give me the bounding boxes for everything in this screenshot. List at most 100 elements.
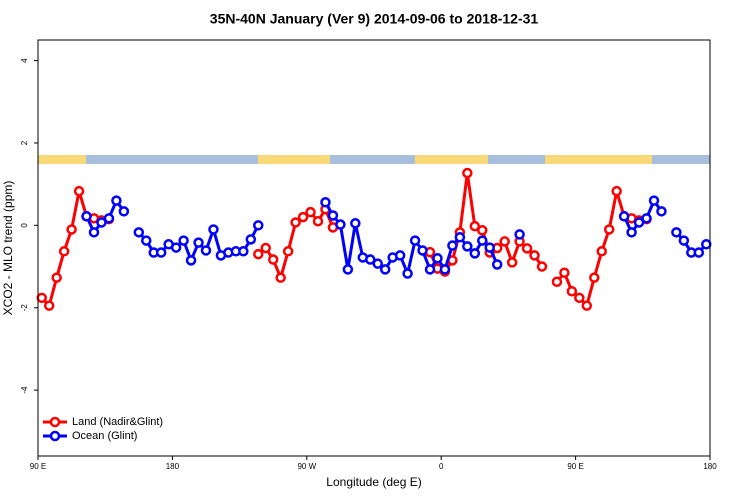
data-point — [514, 229, 525, 240]
data-point — [111, 195, 122, 206]
data-point — [521, 243, 533, 254]
data-point — [282, 246, 294, 257]
data-point — [342, 264, 354, 275]
land-strip — [545, 155, 652, 164]
y-tick-label: -4 — [20, 386, 29, 394]
data-point — [618, 211, 630, 222]
data-point — [238, 246, 249, 257]
land-strip — [415, 155, 488, 164]
data-point — [245, 234, 257, 245]
data-point — [133, 227, 145, 238]
data-point — [484, 242, 495, 253]
data-point — [671, 227, 682, 238]
legend-label: Land (Nadir&Glint) — [72, 416, 163, 428]
data-point — [566, 285, 578, 297]
plot — [36, 167, 712, 311]
data-point — [424, 264, 436, 275]
data-point — [260, 242, 271, 254]
data-point — [394, 250, 406, 261]
data-point — [678, 235, 690, 246]
data-point — [66, 224, 77, 235]
data-point — [559, 267, 570, 278]
data-point — [693, 247, 705, 258]
data-point — [193, 237, 204, 248]
data-point — [648, 195, 660, 206]
chart-title: 35N-40N January (Ver 9) 2014-09-06 to 20… — [210, 11, 539, 27]
data-point — [506, 257, 518, 268]
x-axis-label: Longitude (deg E) — [326, 475, 421, 489]
data-point — [81, 211, 92, 222]
data-point — [275, 272, 286, 283]
y-axis-label: XCO2 - MLO trend (ppm) — [1, 181, 15, 316]
legend-box — [40, 412, 186, 448]
x-tick-label: 180 — [703, 462, 717, 471]
data-point — [701, 239, 712, 250]
y-tick-label: 2 — [20, 140, 29, 145]
ocean-strip — [38, 155, 710, 164]
data-point — [432, 253, 443, 264]
data-point — [305, 206, 316, 218]
data-point — [350, 218, 361, 229]
data-point — [551, 276, 563, 288]
data-point — [611, 185, 622, 197]
data-point — [372, 258, 383, 269]
data-point — [499, 236, 510, 247]
data-point — [402, 268, 413, 279]
data-point — [439, 264, 451, 275]
series-line — [428, 171, 544, 273]
legend-marker — [49, 416, 61, 428]
data-point — [447, 240, 458, 251]
data-point — [477, 225, 488, 236]
data-point — [462, 241, 473, 252]
plot-frame — [37, 39, 711, 457]
data-point — [155, 247, 167, 258]
data-point — [626, 227, 637, 238]
map-strip — [38, 155, 710, 164]
data-point — [656, 206, 667, 217]
data-point — [141, 235, 152, 246]
data-point — [641, 213, 652, 224]
data-point — [589, 272, 600, 283]
data-point — [581, 300, 593, 311]
data-point — [574, 292, 585, 304]
data-point — [200, 245, 212, 256]
x-tick-label: 180 — [166, 462, 180, 471]
legend-label: Ocean (Glint) — [72, 430, 137, 442]
data-point — [603, 224, 615, 235]
data-point — [267, 254, 279, 265]
data-point — [297, 211, 309, 223]
x-tick-label: 90 E — [567, 462, 583, 471]
data-point — [379, 264, 391, 275]
data-point — [417, 245, 428, 256]
data-point — [327, 210, 339, 221]
land-strip — [38, 155, 86, 164]
data-point — [253, 220, 264, 231]
data-point — [51, 272, 62, 283]
x-tick-label: 90 E — [30, 462, 46, 471]
data-point — [320, 197, 331, 208]
data-point — [454, 232, 466, 243]
data-point — [469, 248, 481, 259]
data-point — [529, 250, 540, 261]
series-line — [40, 189, 110, 308]
data-point — [118, 206, 130, 217]
data-point — [536, 261, 548, 272]
legend-marker — [49, 430, 61, 442]
legend: Land (Nadir&Glint) Ocean (Glint) — [40, 412, 186, 448]
x-tick-label: 90 W — [297, 462, 316, 471]
y-tick-label: -2 — [20, 304, 29, 312]
data-point — [596, 246, 607, 257]
land-strip — [258, 155, 330, 164]
data-point — [208, 224, 219, 235]
data-point — [469, 220, 481, 232]
data-point — [633, 217, 645, 228]
data-point — [96, 217, 107, 228]
data-point — [365, 254, 376, 265]
y-tick-label: 4 — [20, 58, 29, 63]
data-point — [335, 219, 346, 230]
data-point — [178, 235, 189, 246]
data-point — [58, 246, 70, 257]
data-point — [36, 292, 47, 304]
data-point — [43, 300, 55, 311]
data-point — [491, 259, 503, 270]
